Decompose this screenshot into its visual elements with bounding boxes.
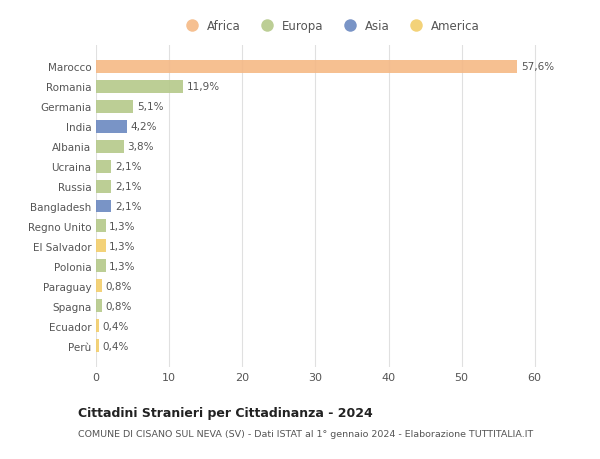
Legend: Africa, Europa, Asia, America: Africa, Europa, Asia, America	[180, 20, 480, 33]
Bar	[96, 80, 183, 93]
Bar	[96, 120, 127, 133]
Text: 2,1%: 2,1%	[115, 162, 142, 172]
Text: 2,1%: 2,1%	[115, 182, 142, 191]
Bar	[96, 160, 112, 173]
Text: 1,3%: 1,3%	[109, 261, 136, 271]
Text: 57,6%: 57,6%	[521, 62, 554, 72]
Bar	[96, 220, 106, 233]
Text: 1,3%: 1,3%	[109, 241, 136, 252]
Text: 0,4%: 0,4%	[103, 341, 129, 351]
Text: 2,1%: 2,1%	[115, 202, 142, 212]
Bar	[96, 61, 517, 73]
Bar	[96, 280, 102, 293]
Text: 3,8%: 3,8%	[127, 142, 154, 152]
Bar	[96, 240, 106, 253]
Bar	[96, 101, 133, 113]
Text: 11,9%: 11,9%	[187, 82, 220, 92]
Bar	[96, 320, 99, 333]
Bar	[96, 180, 112, 193]
Text: 0,8%: 0,8%	[106, 301, 132, 311]
Text: 0,4%: 0,4%	[103, 321, 129, 331]
Bar	[96, 260, 106, 273]
Bar	[96, 300, 102, 313]
Text: 0,8%: 0,8%	[106, 281, 132, 291]
Bar	[96, 340, 99, 353]
Bar	[96, 200, 112, 213]
Bar	[96, 140, 124, 153]
Text: COMUNE DI CISANO SUL NEVA (SV) - Dati ISTAT al 1° gennaio 2024 - Elaborazione TU: COMUNE DI CISANO SUL NEVA (SV) - Dati IS…	[78, 429, 533, 438]
Text: 4,2%: 4,2%	[130, 122, 157, 132]
Text: 1,3%: 1,3%	[109, 222, 136, 231]
Text: 5,1%: 5,1%	[137, 102, 163, 112]
Text: Cittadini Stranieri per Cittadinanza - 2024: Cittadini Stranieri per Cittadinanza - 2…	[78, 406, 373, 419]
